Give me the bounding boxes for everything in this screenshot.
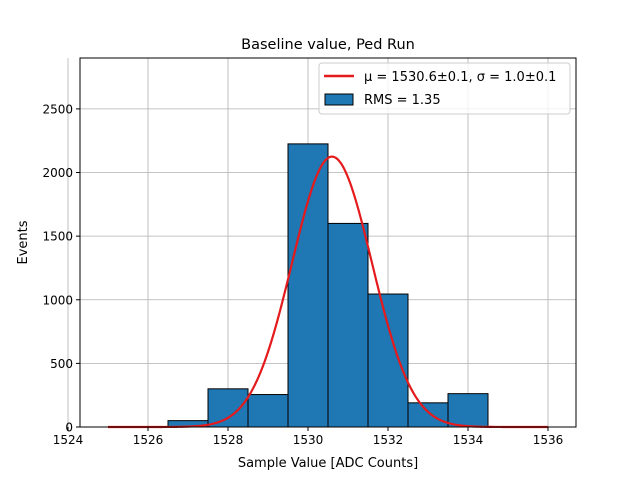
y-tick-label: 2500 — [42, 102, 73, 116]
x-tick-label: 1532 — [373, 433, 404, 447]
legend: μ = 1530.6±0.1, σ = 1.0±0.1 RMS = 1.35 — [318, 62, 571, 115]
legend-box — [318, 62, 571, 115]
x-tick-label: 1536 — [533, 433, 564, 447]
y-tick-label: 500 — [50, 357, 73, 371]
histogram-bar — [407, 402, 449, 428]
y-tick-label: 0 — [65, 421, 73, 435]
histogram-bar — [447, 393, 489, 428]
histogram-bar — [207, 388, 249, 428]
x-tick-label: 1530 — [293, 433, 324, 447]
x-tick-label: 1524 — [53, 433, 84, 447]
x-tick-label: 1526 — [133, 433, 164, 447]
histogram-bar — [327, 222, 369, 428]
legend-hist-swatch — [324, 93, 354, 106]
y-tick-label: 1500 — [42, 230, 73, 244]
chart-title: Baseline value, Ped Run — [241, 37, 415, 53]
histogram-bars — [167, 143, 489, 428]
histogram-bar — [287, 143, 329, 428]
legend-fit-label: μ = 1530.6±0.1, σ = 1.0±0.1 — [364, 70, 556, 85]
x-tick-label: 1528 — [213, 433, 244, 447]
plot-frame — [79, 57, 577, 428]
x-tick-label: 1534 — [453, 433, 484, 447]
legend-hist-label: RMS = 1.35 — [364, 93, 441, 108]
x-axis-label: Sample Value [ADC Counts] — [238, 456, 418, 471]
y-axis: 0 500 1000 1500 2000 2500 — [42, 102, 80, 435]
y-tick-label: 1000 — [42, 293, 73, 307]
x-axis: 1524 1526 1528 1530 1532 1534 1536 — [53, 427, 564, 447]
y-axis-label: Events — [16, 220, 31, 264]
histogram-bar — [367, 293, 409, 428]
histogram-bar — [247, 394, 289, 428]
y-tick-label: 2000 — [42, 166, 73, 180]
